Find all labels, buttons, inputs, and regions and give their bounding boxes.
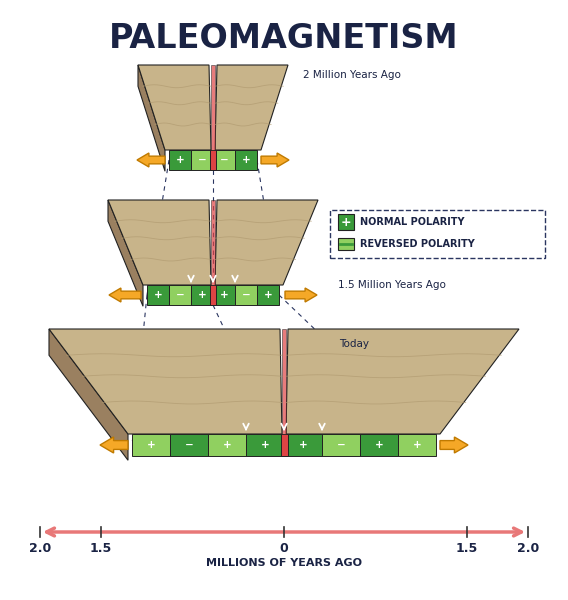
- Bar: [169, 150, 191, 170]
- FancyBboxPatch shape: [330, 210, 545, 258]
- Text: −: −: [337, 440, 345, 450]
- Bar: [213, 285, 235, 305]
- Bar: [246, 434, 284, 456]
- Text: 1.5: 1.5: [456, 542, 478, 555]
- Bar: [211, 65, 215, 150]
- Bar: [132, 434, 170, 456]
- Text: −: −: [185, 440, 193, 450]
- Text: +: +: [223, 440, 231, 450]
- Text: +: +: [220, 290, 228, 300]
- Text: +: +: [412, 440, 421, 450]
- Text: −: −: [220, 155, 228, 165]
- Bar: [210, 285, 216, 305]
- Bar: [235, 285, 257, 305]
- Text: +: +: [147, 440, 156, 450]
- Polygon shape: [137, 153, 165, 167]
- Bar: [235, 150, 257, 170]
- Bar: [213, 150, 235, 170]
- Bar: [211, 200, 215, 285]
- Text: +: +: [176, 155, 185, 165]
- Text: +: +: [264, 290, 273, 300]
- Bar: [282, 329, 286, 434]
- Bar: [360, 434, 398, 456]
- Bar: [210, 150, 216, 170]
- Bar: [338, 214, 354, 230]
- Text: +: +: [241, 155, 250, 165]
- Text: +: +: [261, 440, 269, 450]
- Polygon shape: [138, 65, 211, 150]
- Bar: [191, 150, 213, 170]
- Text: 2 Million Years Ago: 2 Million Years Ago: [303, 70, 401, 80]
- Text: −: −: [241, 290, 250, 300]
- Polygon shape: [215, 200, 318, 285]
- Polygon shape: [49, 329, 128, 460]
- Bar: [284, 434, 322, 456]
- Polygon shape: [285, 288, 317, 302]
- Text: +: +: [375, 440, 383, 450]
- Bar: [191, 285, 213, 305]
- Polygon shape: [109, 288, 141, 302]
- Text: −: −: [176, 290, 185, 300]
- Text: NORMAL POLARITY: NORMAL POLARITY: [360, 217, 465, 227]
- Bar: [322, 434, 360, 456]
- Text: +: +: [341, 215, 352, 229]
- Bar: [281, 434, 287, 456]
- Text: 0: 0: [279, 542, 289, 555]
- Polygon shape: [440, 437, 468, 453]
- Text: REVERSED POLARITY: REVERSED POLARITY: [360, 239, 475, 249]
- Bar: [208, 434, 246, 456]
- Text: MILLIONS OF YEARS AGO: MILLIONS OF YEARS AGO: [206, 558, 362, 568]
- Bar: [398, 434, 436, 456]
- Text: Today: Today: [339, 339, 369, 349]
- Text: 2.0: 2.0: [29, 542, 51, 555]
- Polygon shape: [108, 200, 211, 285]
- Text: 1.5 Million Years Ago: 1.5 Million Years Ago: [338, 280, 446, 290]
- Polygon shape: [286, 329, 519, 434]
- Polygon shape: [215, 65, 288, 150]
- Text: 2.0: 2.0: [517, 542, 539, 555]
- Text: PALEOMAGNETISM: PALEOMAGNETISM: [109, 22, 459, 55]
- Bar: [338, 238, 354, 250]
- Polygon shape: [108, 200, 143, 306]
- Text: +: +: [153, 290, 162, 300]
- Text: 1.5: 1.5: [90, 542, 112, 555]
- Bar: [257, 285, 279, 305]
- Text: −: −: [198, 155, 206, 165]
- Polygon shape: [49, 329, 282, 434]
- Polygon shape: [138, 65, 165, 171]
- Bar: [170, 434, 208, 456]
- Text: +: +: [198, 290, 206, 300]
- Polygon shape: [261, 153, 289, 167]
- Bar: [147, 285, 169, 305]
- Text: +: +: [299, 440, 307, 450]
- Bar: [169, 285, 191, 305]
- Polygon shape: [100, 437, 128, 453]
